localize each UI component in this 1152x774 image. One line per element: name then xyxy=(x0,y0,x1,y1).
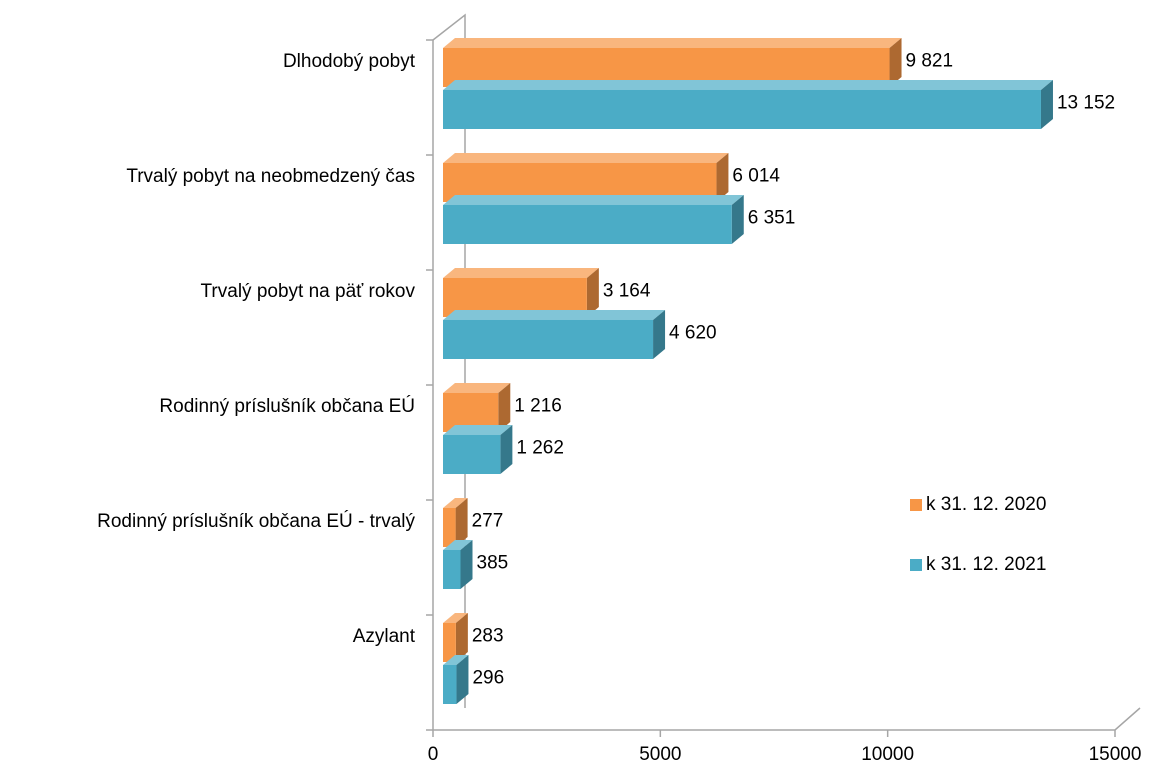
bar-top xyxy=(443,425,513,435)
axis-frame xyxy=(432,40,1141,731)
bar-front xyxy=(443,435,501,474)
value-label: 385 xyxy=(477,553,509,574)
y-tick-label: Trvalý pobyt na neobmedzený čas xyxy=(126,166,415,187)
bar-side xyxy=(731,195,744,244)
bar-side xyxy=(586,268,599,317)
bar xyxy=(443,613,468,662)
x-tick-label: 0 xyxy=(428,744,439,765)
back-wall xyxy=(432,13,466,708)
bar-front xyxy=(443,550,461,589)
value-label: 6 351 xyxy=(748,208,796,229)
bar-top xyxy=(443,38,902,48)
bar xyxy=(443,80,1053,129)
value-label: 9 821 xyxy=(906,51,954,72)
bar-front xyxy=(443,623,456,662)
bar-side xyxy=(455,498,468,547)
y-tick-label: Rodinný príslušník občana EÚ - trvalý xyxy=(97,510,415,532)
bar-top xyxy=(443,655,469,665)
bar xyxy=(443,310,666,359)
bar-front xyxy=(443,320,654,359)
bar xyxy=(443,268,599,317)
value-label: 1 216 xyxy=(514,396,562,417)
bar-top xyxy=(443,498,468,508)
value-label: 283 xyxy=(472,626,504,647)
bar xyxy=(443,498,468,547)
bar xyxy=(443,383,511,432)
value-label: 296 xyxy=(472,668,504,689)
bar-top xyxy=(443,80,1053,90)
value-label: 277 xyxy=(472,511,504,532)
bar-front xyxy=(443,665,457,704)
bar xyxy=(443,540,473,589)
bar-front xyxy=(443,205,732,244)
legend-label: k 31. 12. 2020 xyxy=(926,494,1046,515)
bar xyxy=(443,425,513,474)
value-label: 6 014 xyxy=(732,166,780,187)
value-label: 13 152 xyxy=(1057,93,1115,114)
bar-top xyxy=(443,153,729,163)
bar-top xyxy=(443,540,473,550)
bar-side xyxy=(500,425,513,474)
y-tick-label: Dlhodobý pobyt xyxy=(283,51,416,72)
value-label: 4 620 xyxy=(669,323,717,344)
bar-side xyxy=(889,38,902,87)
bar xyxy=(443,195,744,244)
y-tick-label: Azylant xyxy=(353,626,416,647)
bar xyxy=(443,38,902,87)
bar-side xyxy=(498,383,511,432)
bar-front xyxy=(443,90,1041,129)
bar-side xyxy=(716,153,729,202)
x-tick-label: 5000 xyxy=(639,744,681,765)
bar-side xyxy=(653,310,666,359)
bar-front xyxy=(443,508,456,547)
bar-side xyxy=(1040,80,1053,129)
bar-top xyxy=(443,383,511,393)
y-tick-label: Rodinný príslušník občana EÚ xyxy=(159,395,415,417)
bar-top xyxy=(443,268,599,278)
bar xyxy=(443,153,729,202)
bar-top xyxy=(443,613,468,623)
x-tick-label: 10000 xyxy=(861,744,914,765)
legend-swatch xyxy=(910,559,922,571)
y-tick-label: Trvalý pobyt na päť rokov xyxy=(201,281,416,302)
bar-top xyxy=(443,310,666,320)
bar-side xyxy=(460,540,473,589)
bar xyxy=(443,655,469,704)
bar-side xyxy=(456,655,469,704)
legend-label: k 31. 12. 2021 xyxy=(926,554,1046,575)
x-tick-label: 15000 xyxy=(1089,744,1142,765)
value-label: 3 164 xyxy=(603,281,651,302)
legend-swatch xyxy=(910,499,922,511)
value-label: 1 262 xyxy=(516,438,564,459)
bar-side xyxy=(455,613,468,662)
bar-top xyxy=(443,195,744,205)
